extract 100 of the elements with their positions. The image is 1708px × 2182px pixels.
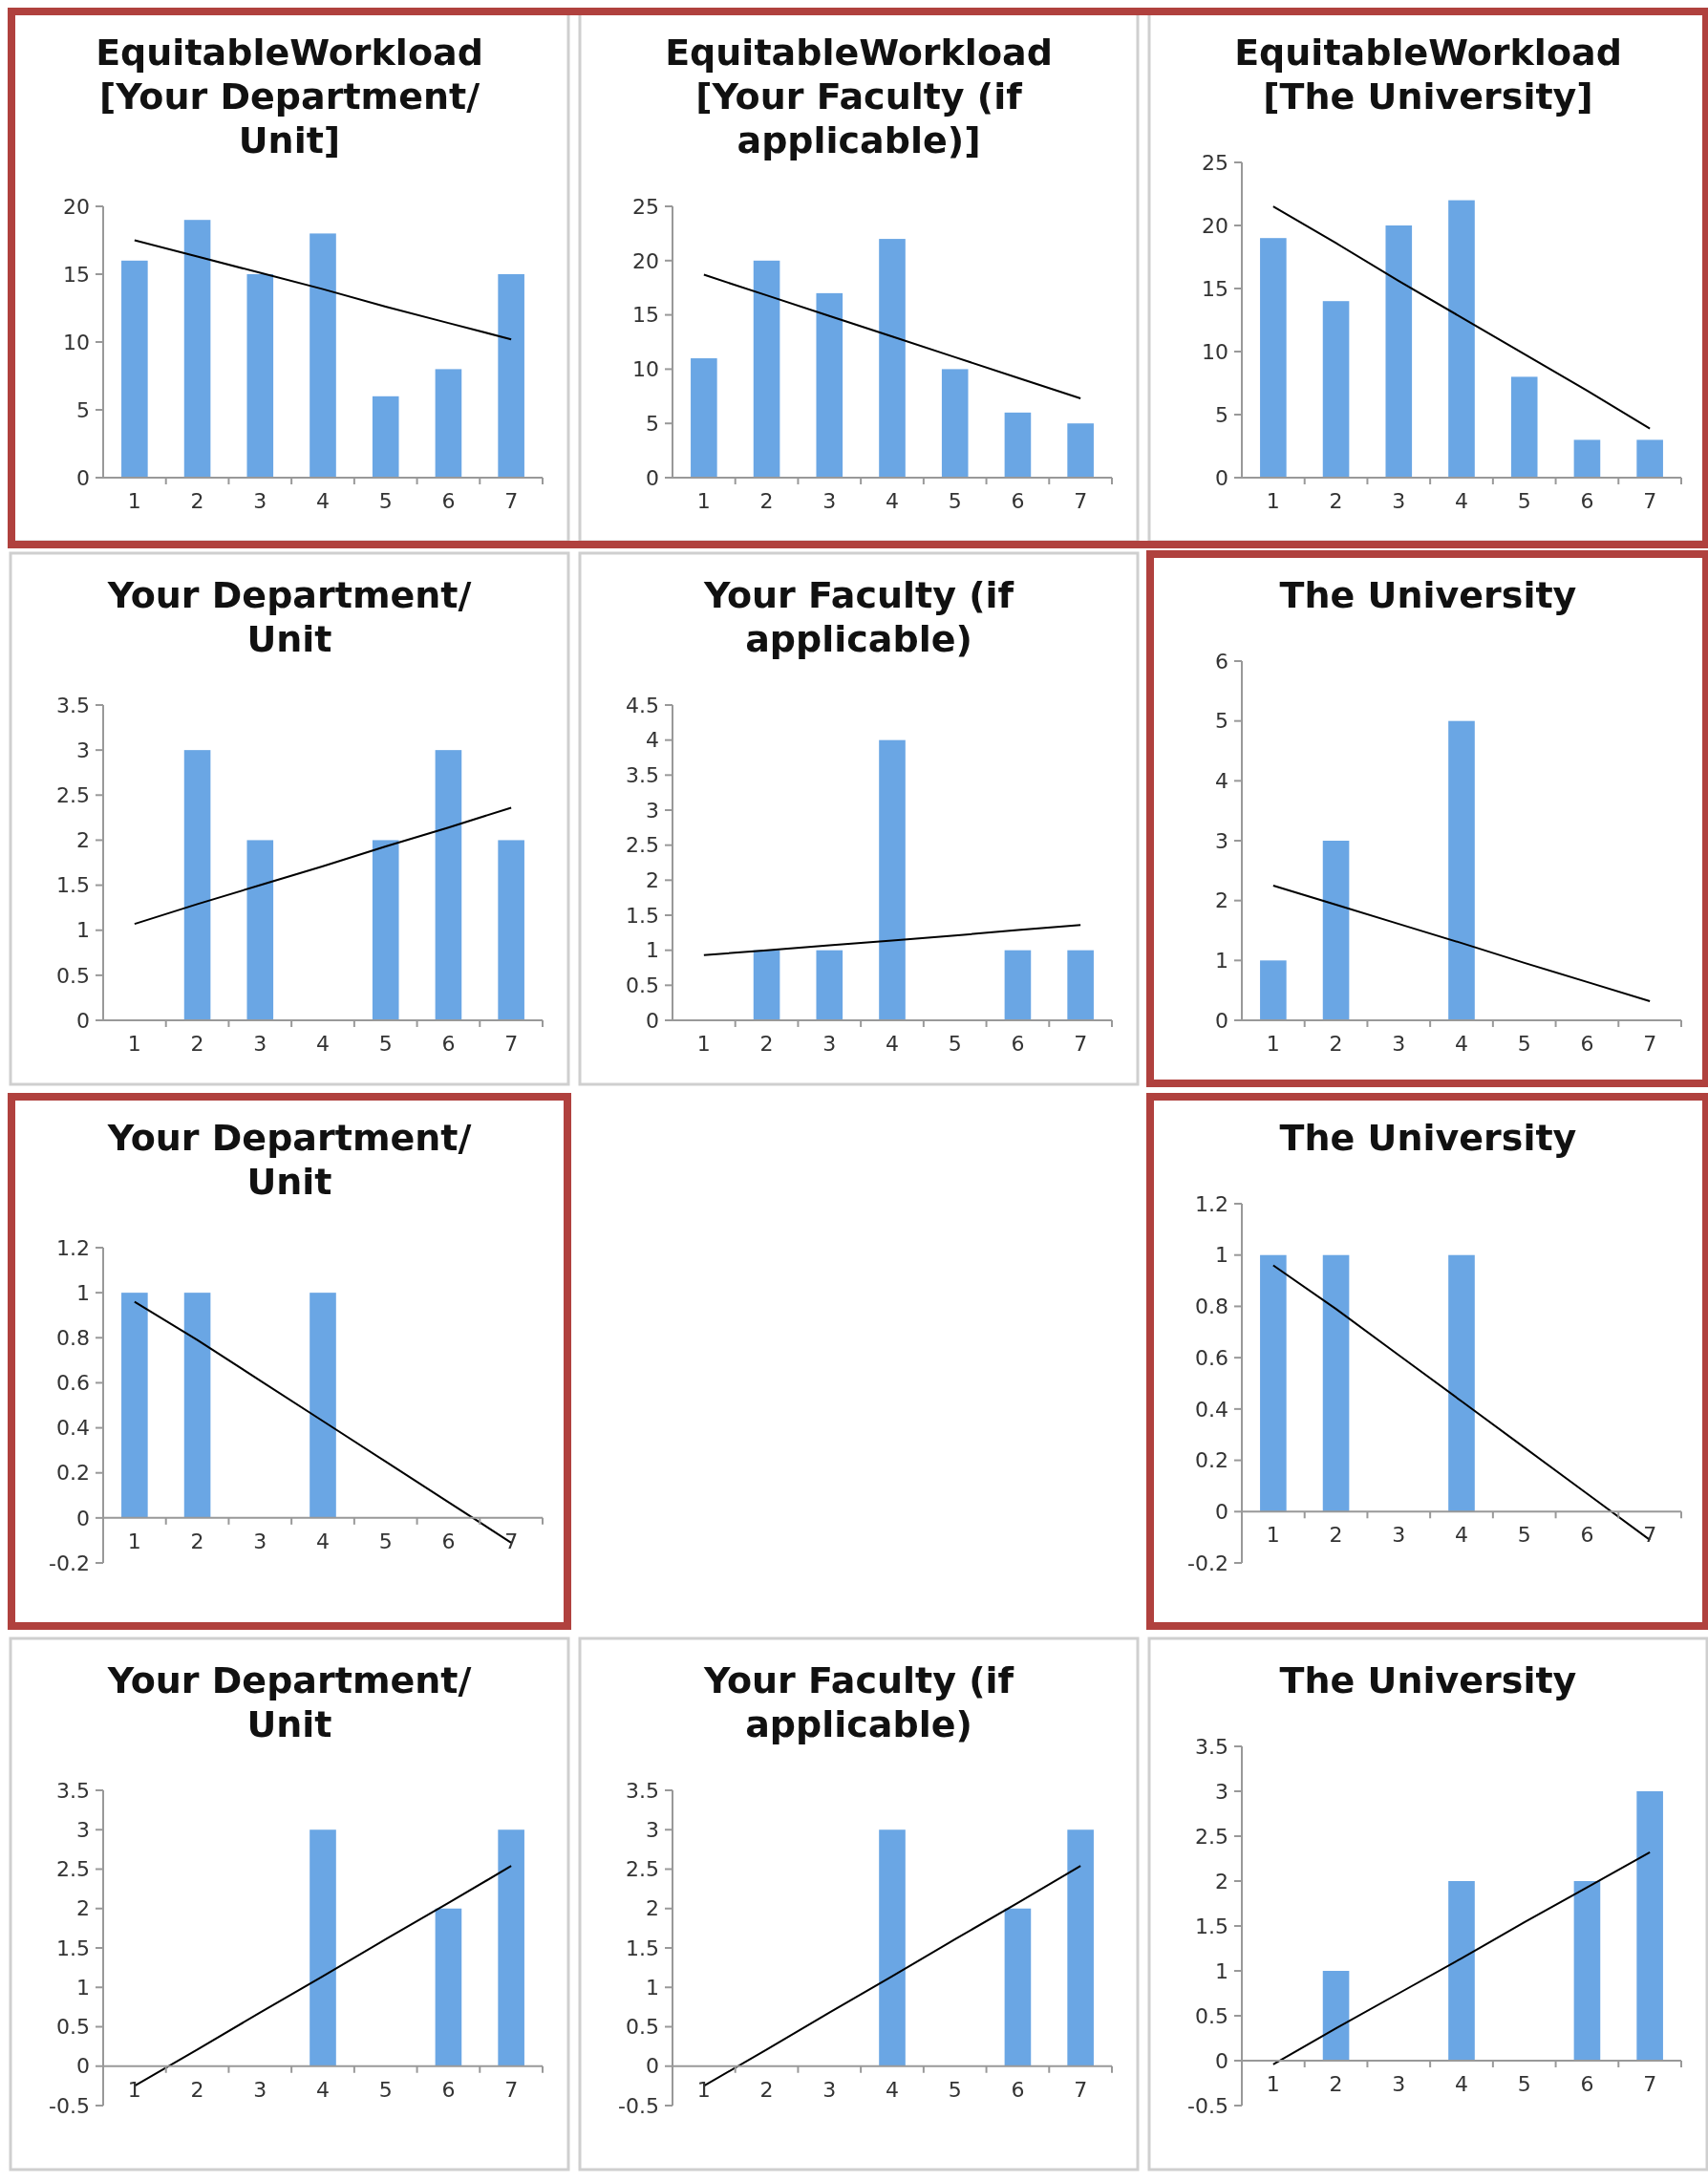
bar (310, 233, 336, 478)
x-tick-label: 6 (441, 1529, 456, 1553)
x-tick-label: 2 (190, 1529, 204, 1553)
y-tick-label: 10 (1202, 339, 1228, 364)
y-tick-label: 1.5 (626, 903, 659, 928)
y-tick-label: 1 (1215, 1243, 1228, 1268)
y-tick-label: 2.5 (1195, 1824, 1228, 1849)
y-tick-label: 1 (646, 938, 659, 963)
bar (1004, 412, 1032, 478)
y-tick-label: 0.6 (56, 1371, 90, 1396)
x-tick-label: 3 (253, 2077, 267, 2102)
x-tick-label: 7 (1643, 489, 1657, 513)
y-tick-label: 20 (63, 194, 90, 219)
y-tick-label: 3.5 (626, 763, 659, 788)
chart-title: The University (1279, 1117, 1577, 1159)
bar (246, 274, 274, 478)
y-tick-label: 3.5 (1195, 1734, 1228, 1759)
x-tick-label: 1 (1266, 489, 1280, 513)
x-tick-label: 3 (253, 1529, 267, 1553)
y-tick-label: 15 (63, 262, 90, 287)
y-tick-label: 5 (1215, 709, 1228, 734)
bar (1636, 439, 1663, 478)
bar (372, 396, 399, 478)
y-tick-label: 0 (1215, 1008, 1228, 1033)
y-tick-label: -0.2 (49, 1551, 90, 1575)
bar (691, 358, 717, 478)
y-tick-label: 6 (1215, 649, 1228, 674)
y-tick-label: 10 (63, 330, 90, 354)
bar (1322, 841, 1350, 1020)
bar (1573, 1881, 1601, 2061)
y-tick-label: 1.2 (56, 1235, 90, 1260)
x-tick-label: 1 (1266, 1032, 1280, 1056)
x-tick-label: 4 (1455, 2072, 1468, 2096)
x-tick-label: 5 (1517, 1032, 1531, 1056)
y-tick-label: 1.2 (1195, 1191, 1228, 1216)
y-tick-label: 1 (1215, 949, 1228, 973)
y-tick-label: 1 (646, 1975, 659, 2000)
y-tick-label: 1.5 (56, 873, 90, 898)
chart-title: Your Faculty (if applicable) (702, 1659, 1014, 1745)
x-tick-label: 1 (696, 2077, 711, 2102)
y-tick-label: 4 (1215, 769, 1228, 794)
y-tick-label: 0 (646, 1008, 659, 1033)
line-series (702, 924, 1082, 956)
x-tick-label: 6 (1580, 1032, 1594, 1056)
y-tick-label: -0.5 (1187, 2093, 1228, 2118)
y-tick-label: 20 (632, 248, 659, 273)
bar (753, 260, 780, 478)
x-tick-label: 4 (316, 1529, 330, 1553)
x-tick-label: 4 (1455, 489, 1468, 513)
y-tick-label: 0 (1215, 2048, 1228, 2073)
x-tick-label: 6 (441, 1032, 456, 1056)
bar (1385, 225, 1413, 478)
x-tick-label: 5 (948, 1032, 962, 1056)
x-tick-label: 2 (1329, 2072, 1343, 2096)
x-tick-label: 3 (822, 1032, 837, 1056)
chart-title: Your Faculty (if applicable) (702, 574, 1014, 660)
bar (183, 220, 211, 478)
y-tick-label: 0 (1215, 465, 1228, 490)
x-tick-label: 7 (1074, 489, 1088, 513)
chart-title: Your Department/ Unit (106, 1117, 472, 1203)
x-tick-label: 7 (504, 2077, 519, 2102)
y-tick-label: 0.4 (56, 1416, 90, 1441)
chart-title: EquitableWorkload [The University] (1234, 32, 1622, 118)
chart-title: EquitableWorkload [Your Faculty (if applicable)] (665, 32, 1053, 161)
y-tick-label: 4.5 (626, 693, 659, 717)
chart-title: Your Department/ Unit (106, 574, 472, 660)
x-tick-label: 7 (1074, 1032, 1088, 1056)
y-tick-label: 5 (1215, 402, 1228, 427)
bar (1636, 1791, 1663, 2061)
line-series (133, 806, 513, 926)
y-tick-label: 25 (1202, 150, 1228, 175)
x-tick-label: 4 (1455, 1523, 1468, 1548)
y-tick-label: 0 (76, 465, 90, 490)
x-tick-label: 7 (1643, 2072, 1657, 2096)
y-tick-label: 15 (632, 303, 659, 328)
x-tick-label: 3 (253, 1032, 267, 1056)
y-tick-label: 2 (1215, 1869, 1228, 1893)
y-tick-label: 0.5 (1195, 2003, 1228, 2028)
y-tick-label: 1.5 (56, 1936, 90, 1960)
y-tick-label: 2.5 (56, 782, 90, 807)
x-tick-label: 2 (190, 489, 204, 513)
y-tick-label: 2 (76, 828, 90, 853)
bar (435, 369, 462, 478)
x-tick-label: 5 (1517, 1523, 1531, 1548)
y-tick-label: 10 (632, 357, 659, 382)
y-tick-label: 0.5 (56, 2015, 90, 2040)
bar (1448, 720, 1475, 1020)
bar (1322, 1971, 1350, 2061)
y-tick-label: 0 (76, 1506, 90, 1530)
y-tick-label: -0.5 (618, 2093, 659, 2118)
y-tick-label: 3 (646, 798, 659, 823)
bar (1260, 238, 1287, 478)
y-tick-label: 0.2 (56, 1461, 90, 1486)
y-tick-label: 3 (76, 1817, 90, 1842)
y-tick-label: 0 (76, 1008, 90, 1033)
y-tick-label: 1 (76, 918, 90, 943)
y-tick-label: 3.5 (56, 693, 90, 717)
line-series (133, 239, 513, 341)
x-tick-label: 4 (886, 1032, 899, 1056)
x-tick-label: 1 (127, 1032, 141, 1056)
